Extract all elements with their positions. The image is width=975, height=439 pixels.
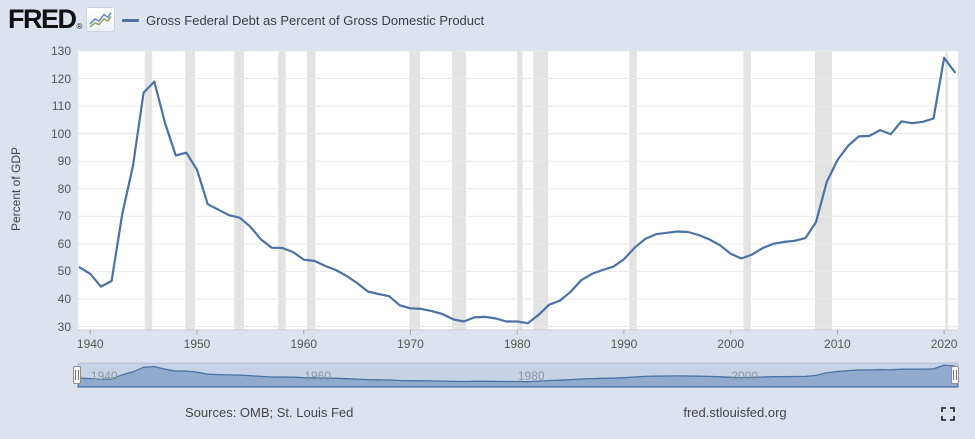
y-tick-label: 70: [57, 209, 71, 224]
navigator-left-drag-handle[interactable]: [73, 366, 81, 384]
legend-item[interactable]: Gross Federal Debt as Percent of Gross D…: [122, 0, 484, 40]
x-tick-label: 1960: [290, 337, 318, 351]
y-tick-label: 100: [50, 126, 71, 141]
x-tick-label: 1970: [397, 337, 424, 351]
legend-label: Gross Federal Debt as Percent of Gross D…: [146, 12, 485, 28]
registered-trademark: ®: [76, 22, 83, 31]
sources-text: Sources: OMB; St. Louis Fed: [185, 405, 354, 420]
navigator-tick-label: 2000: [731, 369, 758, 383]
y-tick-label: 50: [57, 264, 71, 279]
navigator-right-drag-handle[interactable]: [951, 366, 959, 384]
y-tick-label: 40: [57, 291, 71, 306]
x-tick-label: 2000: [717, 337, 744, 351]
y-axis-title: Percent of GDP: [9, 146, 23, 232]
fullscreen-icon: [941, 407, 955, 421]
x-tick-label: 1940: [76, 337, 104, 351]
navigator-tick-label: 1940: [90, 369, 118, 383]
navigator-tick-label: 1980: [517, 369, 545, 383]
navigator-tick-label: 1960: [304, 369, 332, 383]
y-tick-label: 90: [57, 154, 71, 169]
header: FRED ® Gross Federal Debt as Percent of …: [0, 0, 975, 40]
y-tick-label: 80: [57, 181, 71, 196]
series-color-marker: [122, 18, 139, 22]
fred-logo-text: FRED: [8, 4, 77, 34]
x-tick-label: 1950: [183, 337, 211, 351]
fullscreen-button[interactable]: [938, 404, 958, 424]
fred-logo[interactable]: FRED ®: [8, 4, 116, 34]
y-tick-label: 130: [50, 44, 71, 58]
x-tick-label: 2010: [824, 337, 851, 351]
line-chart-icon: [86, 6, 116, 32]
x-tick-label: 1990: [610, 337, 638, 351]
x-tick-label: 2020: [930, 337, 958, 351]
x-tick-label: 1980: [503, 337, 531, 351]
y-tick-label: 30: [57, 319, 71, 334]
y-tick-label: 110: [51, 99, 71, 114]
site-link[interactable]: fred.stlouisfed.org: [683, 405, 787, 420]
y-tick-label: 120: [50, 71, 71, 86]
y-tick-label: 60: [57, 236, 71, 251]
